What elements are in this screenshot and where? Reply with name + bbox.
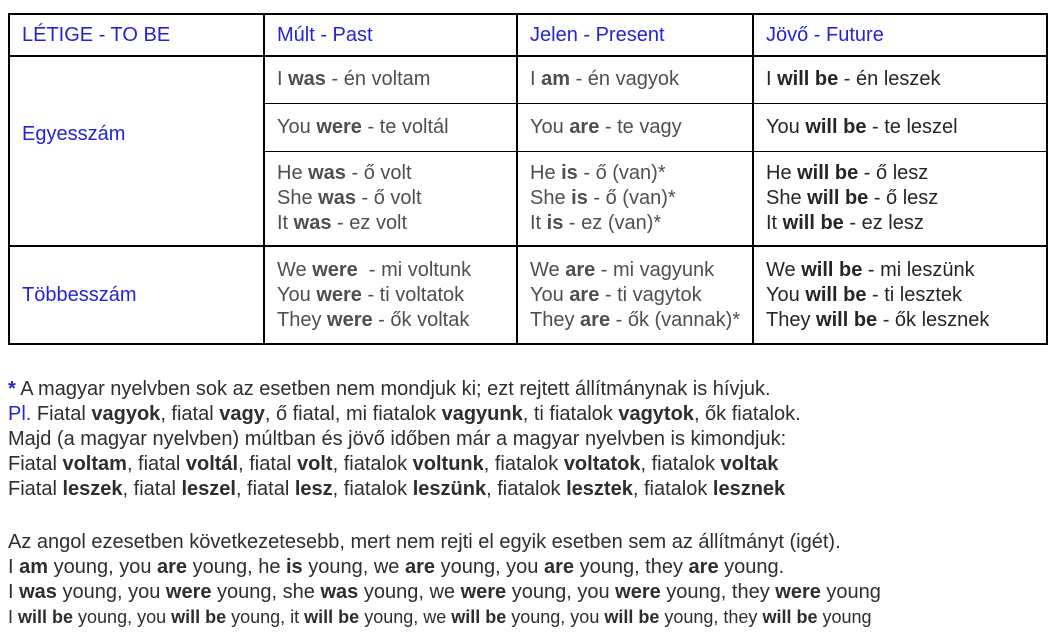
note-text: I will be young, you will be young, it w…	[8, 607, 872, 627]
cell-singular-1-present: I am - én vagyok	[516, 55, 754, 104]
note-example-future: Fiatal leszek, fiatal leszel, fiatal les…	[8, 477, 1046, 502]
cell-singular-3-present: He is - ő (van)* She is - ő (van)* It is -…	[516, 150, 754, 247]
cell-singular-1-future: I will be - én leszek	[752, 55, 1048, 104]
note-text: I was young, you were young, she was you…	[8, 581, 881, 603]
header-future: Jövő - Future	[752, 13, 1048, 57]
note-text: Majd (a magyar nyelvben) múltban és jövő…	[8, 428, 787, 450]
cell-singular-2-past: You were - te voltál	[263, 102, 518, 152]
note-english-explanation: Az angol ezesetben következetesebb, mert…	[8, 530, 1046, 555]
header-present: Jelen - Present	[516, 13, 754, 57]
english-notes-block: Az angol ezesetben következetesebb, mert…	[8, 530, 1046, 629]
group-label-plural: Többesszám	[8, 245, 265, 345]
note-hidden-predicate: * A magyar nyelvben sok az esetben nem m…	[8, 377, 1046, 402]
table-header-row: LÉTIGE - TO BE Múlt - Past Jelen - Prese…	[8, 13, 1048, 57]
note-text: Fiatal leszek, fiatal leszel, fiatal les…	[8, 478, 786, 500]
header-past: Múlt - Past	[263, 13, 518, 57]
row-plural: Többesszám We were - mi voltunk You were …	[8, 245, 1048, 345]
cell-singular-3-past: He was - ő volt She was - ő volt It was - …	[263, 150, 518, 247]
cell-singular-2-future: You will be - te leszel	[752, 102, 1048, 152]
note-example-past: Fiatal voltam, fiatal voltál, fiatal vol…	[8, 452, 1046, 477]
hungarian-notes-block: * A magyar nyelvben sok az esetben nem m…	[8, 377, 1046, 502]
row-singular-first-person: Egyesszám I was - én voltam I am - én va…	[8, 55, 1048, 247]
note-english-past: I was young, you were young, she was you…	[8, 580, 1046, 605]
note-english-present: I am young, you are young, he is young, …	[8, 555, 1046, 580]
cell-plural-past: We were - mi voltunk You were - ti voltat…	[263, 245, 518, 345]
note-text: Fiatal vagyok, fiatal vagy, ő fiatal, mi…	[31, 403, 801, 425]
note-text: Az angol ezesetben következetesebb, mert…	[8, 531, 841, 553]
cell-singular-2-present: You are - te vagy	[516, 102, 754, 152]
cell-plural-future: We will be - mi leszünk You will be - ti …	[752, 245, 1048, 345]
group-label-singular: Egyesszám	[8, 55, 265, 247]
asterisk-marker: *	[8, 378, 16, 400]
note-text: I am young, you are young, he is young, …	[8, 556, 785, 578]
conjugation-table: LÉTIGE - TO BE Múlt - Past Jelen - Prese…	[8, 13, 1048, 345]
note-lead-pl: Pl.	[8, 403, 32, 425]
header-letige-to-be: LÉTIGE - TO BE	[8, 13, 265, 57]
cell-singular-1-past: I was - én voltam	[263, 55, 518, 104]
row-singular-third-person: He was - ő volt She was - ő volt It was - …	[9, 150, 1048, 247]
note-past-future-explanation: Majd (a magyar nyelvben) múltban és jövő…	[8, 427, 1046, 452]
note-text: A magyar nyelvben sok az esetben nem mon…	[15, 378, 771, 400]
cell-plural-present: We are - mi vagyunk You are - ti vagytok T…	[516, 245, 754, 345]
note-example-present: Pl. Fiatal vagyok, fiatal vagy, ő fiatal…	[8, 402, 1046, 427]
note-english-future: I will be young, you will be young, it w…	[8, 605, 1046, 629]
row-singular-second-person: You were - te voltál You are - te vagy Y…	[9, 102, 1048, 152]
cell-singular-3-future: He will be - ő lesz She will be - ő lesz I…	[752, 150, 1048, 247]
note-text: Fiatal voltam, fiatal voltál, fiatal vol…	[8, 453, 779, 475]
